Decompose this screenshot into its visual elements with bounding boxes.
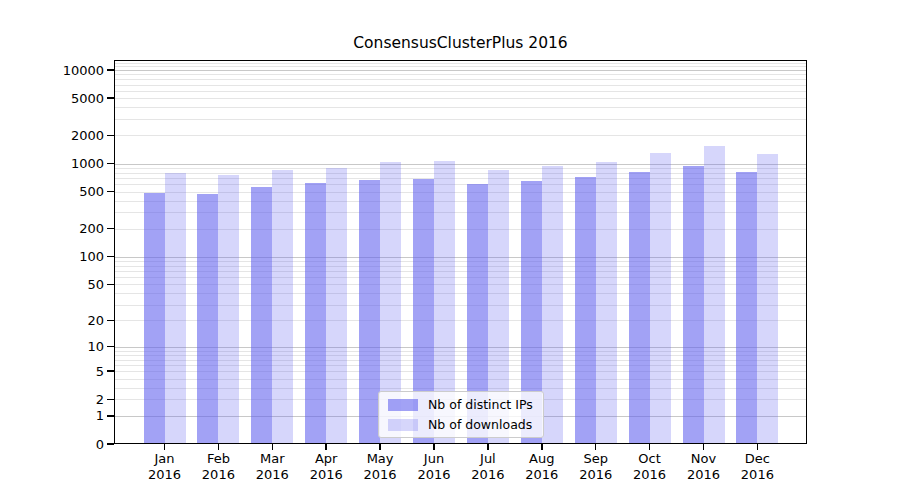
y-tick-mark bbox=[107, 284, 114, 286]
bar-downloads-dec bbox=[757, 154, 778, 444]
bar-downloads-jan bbox=[165, 173, 186, 444]
y-tick-mark bbox=[107, 399, 114, 401]
bar-downloads-feb bbox=[218, 175, 239, 444]
y-tick-mark bbox=[107, 228, 114, 230]
y-tick-label-1: 1 bbox=[14, 407, 104, 424]
y-tick-label-2: 2 bbox=[14, 391, 104, 408]
legend-label-distinct-ips: Nb of distinct IPs bbox=[428, 397, 533, 412]
y-tick-label-2000: 2000 bbox=[14, 127, 104, 144]
x-tick-mark bbox=[379, 444, 381, 450]
y-tick-label-10: 10 bbox=[14, 338, 104, 355]
bar-distinct-ips-feb bbox=[197, 194, 218, 444]
gridline-minor bbox=[114, 66, 807, 67]
legend-label-downloads: Nb of downloads bbox=[428, 417, 532, 432]
x-tick-mark bbox=[218, 444, 220, 450]
x-tick-mark bbox=[487, 444, 489, 450]
x-tick-mark bbox=[649, 444, 651, 450]
y-tick-mark bbox=[107, 256, 114, 258]
x-tick-mark bbox=[272, 444, 274, 450]
y-tick-label-200: 200 bbox=[14, 220, 104, 237]
bar-distinct-ips-nov bbox=[683, 166, 704, 444]
y-tick-label-5000: 5000 bbox=[14, 90, 104, 107]
chart-title: ConsensusClusterPlus 2016 bbox=[114, 34, 807, 52]
gridline-minor bbox=[114, 107, 807, 108]
bar-distinct-ips-jan bbox=[144, 193, 165, 444]
x-tick-mark bbox=[757, 444, 759, 450]
legend-swatch-distinct-ips bbox=[388, 399, 418, 411]
bar-distinct-ips-oct bbox=[629, 172, 650, 444]
y-tick-label-10000: 10000 bbox=[14, 62, 104, 79]
bar-distinct-ips-dec bbox=[736, 172, 757, 444]
x-tick-label-dec: Dec2016 bbox=[725, 451, 789, 482]
x-tick-mark bbox=[325, 444, 327, 450]
y-tick-mark bbox=[107, 135, 114, 137]
gridline-minor bbox=[114, 63, 807, 64]
x-tick-month: Dec bbox=[725, 451, 789, 467]
x-tick-mark bbox=[703, 444, 705, 450]
gridline-minor bbox=[114, 74, 807, 75]
y-tick-label-100: 100 bbox=[14, 248, 104, 265]
y-tick-label-500: 500 bbox=[14, 183, 104, 200]
x-tick-mark bbox=[164, 444, 166, 450]
gridline-minor bbox=[114, 98, 807, 99]
bar-distinct-ips-sep bbox=[575, 177, 596, 444]
y-tick-mark bbox=[107, 415, 114, 417]
bar-downloads-aug bbox=[542, 166, 563, 444]
y-tick-mark bbox=[107, 370, 114, 372]
y-tick-mark bbox=[107, 97, 114, 99]
y-tick-label-5: 5 bbox=[14, 363, 104, 380]
bar-distinct-ips-mar bbox=[251, 187, 272, 444]
y-tick-label-0: 0 bbox=[14, 436, 104, 453]
bar-downloads-sep bbox=[596, 162, 617, 445]
legend-item-distinct-ips: Nb of distinct IPs bbox=[388, 397, 534, 412]
gridline-major bbox=[114, 70, 807, 71]
x-tick-year: 2016 bbox=[725, 467, 789, 483]
bar-downloads-mar bbox=[272, 170, 293, 444]
x-tick-mark bbox=[541, 444, 543, 450]
y-tick-mark bbox=[107, 346, 114, 348]
gridline-minor bbox=[114, 135, 807, 136]
bar-downloads-nov bbox=[704, 146, 725, 444]
plot-area bbox=[114, 60, 807, 444]
gridline-minor bbox=[114, 79, 807, 80]
bar-distinct-ips-may bbox=[359, 180, 380, 444]
y-tick-label-1000: 1000 bbox=[14, 155, 104, 172]
bar-downloads-apr bbox=[326, 168, 347, 444]
bar-downloads-oct bbox=[650, 153, 671, 444]
y-tick-mark bbox=[107, 163, 114, 165]
y-tick-mark bbox=[107, 320, 114, 322]
y-tick-mark bbox=[107, 69, 114, 71]
gridline-minor bbox=[114, 91, 807, 92]
y-tick-mark bbox=[107, 191, 114, 193]
gridline-minor bbox=[114, 85, 807, 86]
y-tick-mark bbox=[107, 443, 114, 445]
x-tick-mark bbox=[433, 444, 435, 450]
y-tick-label-20: 20 bbox=[14, 312, 104, 329]
legend-swatch-downloads bbox=[388, 419, 418, 431]
y-tick-label-50: 50 bbox=[14, 276, 104, 293]
legend-item-downloads: Nb of downloads bbox=[388, 417, 534, 432]
x-tick-mark bbox=[595, 444, 597, 450]
chart-canvas: ConsensusClusterPlus 2016 Nb of distinct… bbox=[0, 0, 900, 500]
legend: Nb of distinct IPs Nb of downloads bbox=[378, 391, 544, 438]
bar-distinct-ips-apr bbox=[305, 183, 326, 444]
gridline-minor bbox=[114, 119, 807, 120]
